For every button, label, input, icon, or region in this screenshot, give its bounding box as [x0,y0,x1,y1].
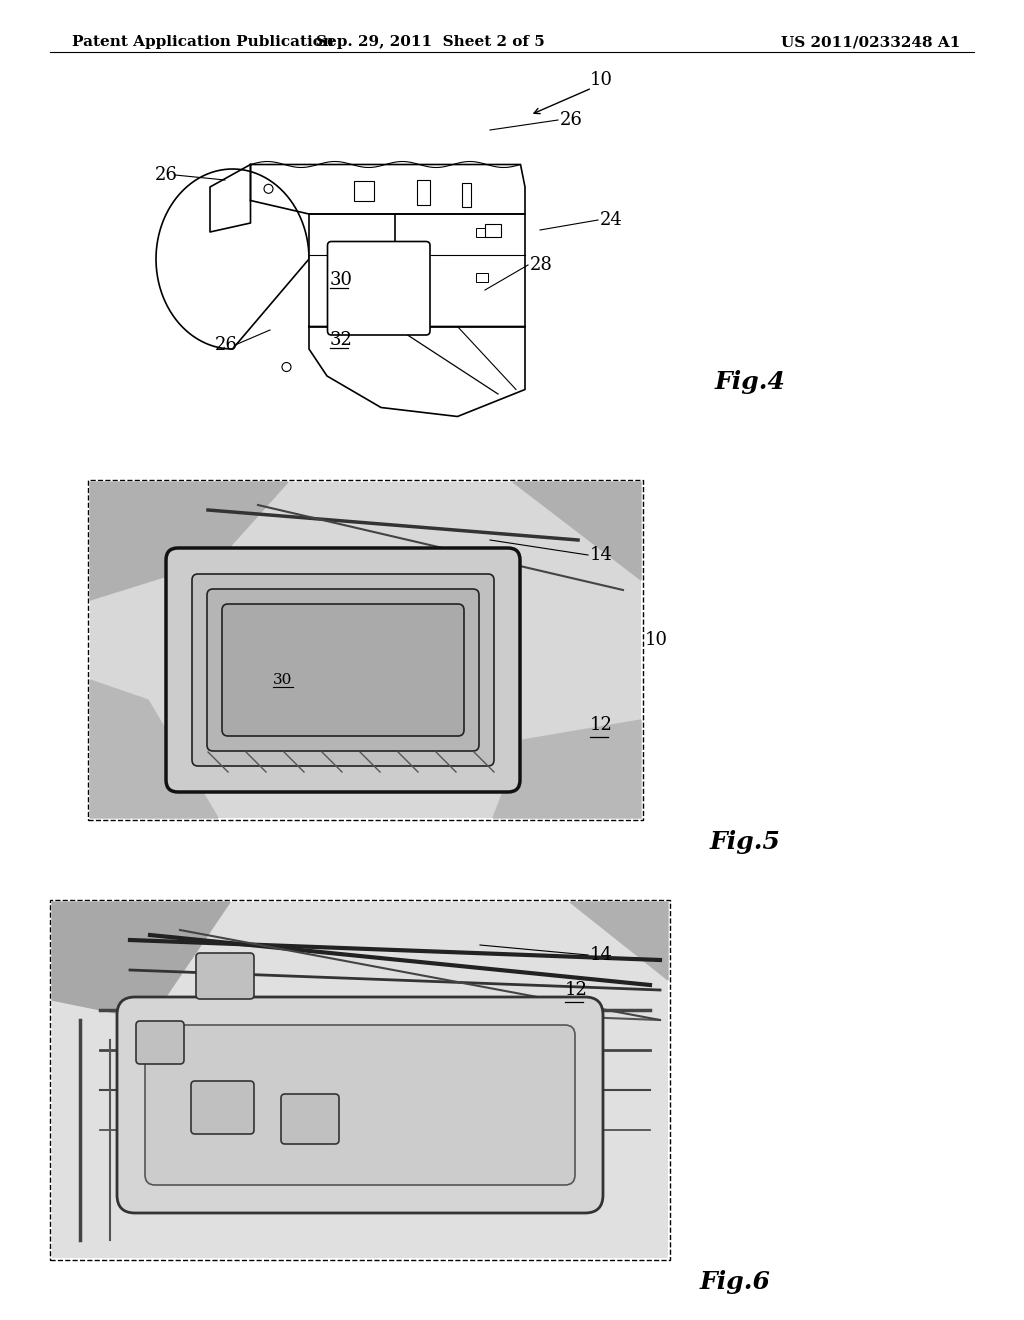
Bar [484,224,501,236]
Text: Fig.5: Fig.5 [710,830,781,854]
Circle shape [282,363,291,371]
Polygon shape [210,165,251,232]
FancyBboxPatch shape [117,997,603,1213]
Circle shape [264,185,273,193]
Text: 14: 14 [590,946,613,964]
Text: 12: 12 [590,715,613,734]
FancyBboxPatch shape [328,242,430,335]
Polygon shape [493,719,641,818]
Polygon shape [156,169,309,348]
Polygon shape [52,902,230,1020]
Polygon shape [513,482,641,579]
FancyBboxPatch shape [196,953,254,999]
Bar [475,227,488,236]
FancyBboxPatch shape [145,1026,575,1185]
Text: 30: 30 [273,673,293,686]
Bar [475,272,488,281]
Text: Fig.6: Fig.6 [700,1270,771,1294]
Text: 24: 24 [600,211,623,228]
Text: Fig.4: Fig.4 [715,370,785,393]
Text: 26: 26 [215,337,238,354]
Text: 30: 30 [330,271,353,289]
Polygon shape [90,680,218,818]
Text: 26: 26 [155,166,178,183]
Text: 10: 10 [645,631,668,649]
Polygon shape [309,214,525,326]
FancyBboxPatch shape [222,605,464,737]
Polygon shape [309,326,525,417]
Text: 32: 32 [330,331,353,348]
Text: US 2011/0233248 A1: US 2011/0233248 A1 [780,36,961,49]
Bar [52,902,668,1258]
Polygon shape [90,482,288,601]
Text: 14: 14 [590,546,613,564]
FancyBboxPatch shape [191,1081,254,1134]
FancyBboxPatch shape [193,574,494,766]
FancyBboxPatch shape [281,1094,339,1144]
Bar [354,181,374,201]
Bar [462,183,471,207]
Text: 28: 28 [530,256,553,275]
Text: 12: 12 [565,981,588,999]
Text: Patent Application Publication: Patent Application Publication [72,36,334,49]
Text: 10: 10 [590,71,613,88]
Polygon shape [251,165,525,214]
Bar [90,482,641,818]
Text: 26: 26 [560,111,583,129]
Bar [88,480,643,820]
FancyBboxPatch shape [238,605,338,725]
FancyBboxPatch shape [207,589,479,751]
Polygon shape [570,902,668,979]
FancyBboxPatch shape [136,1020,184,1064]
Bar [50,900,670,1261]
Text: Sep. 29, 2011  Sheet 2 of 5: Sep. 29, 2011 Sheet 2 of 5 [315,36,545,49]
Bar [417,180,430,205]
FancyBboxPatch shape [166,548,520,792]
FancyBboxPatch shape [348,605,449,725]
